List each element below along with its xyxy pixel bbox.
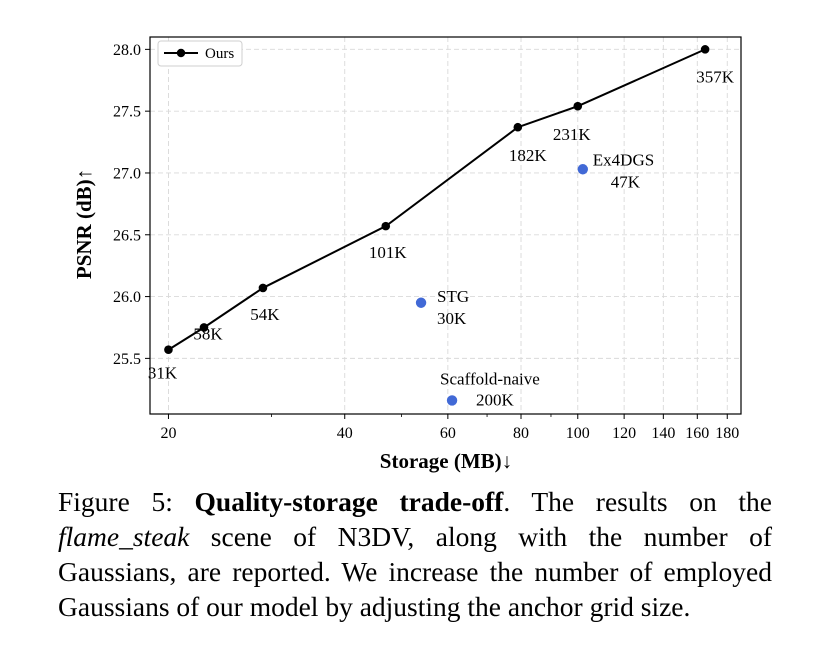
y-axis-label: PSNR (dB)↑ <box>72 169 96 279</box>
data-point-ours <box>700 45 710 54</box>
caption-part2: scene of N3DV, along with the number of … <box>58 521 772 622</box>
baseline-point <box>577 164 589 175</box>
baseline-point <box>446 395 458 406</box>
caption-part1: . The results on the <box>503 486 772 517</box>
grid-lines <box>150 37 741 414</box>
baseline-name-label: STG <box>437 287 469 306</box>
x-tick-label: 140 <box>651 425 675 442</box>
y-tick-label: 27.5 <box>113 104 141 121</box>
x-tick-label: 120 <box>612 425 636 442</box>
data-label-ours: 231K <box>553 125 592 144</box>
data-label-ours: 58K <box>193 324 223 343</box>
baseline-name-label: Ex4DGS <box>593 150 654 169</box>
data-point-ours <box>573 101 583 111</box>
y-tick-label: 25.5 <box>113 351 141 368</box>
data-label-ours: 357K <box>696 67 735 86</box>
y-tick-label: 28.0 <box>113 42 141 59</box>
baseline-point <box>415 297 427 308</box>
baseline-points: Ex4DGS 47K STG 30K Scaffold-naive 200K <box>415 150 654 409</box>
baseline-count-label: 30K <box>437 309 467 328</box>
y-tick-label: 26.0 <box>113 289 141 306</box>
x-tick-label: 160 <box>685 425 709 442</box>
x-tick-label: 40 <box>337 425 353 442</box>
data-label-ours: 31K <box>148 364 178 383</box>
data-label-ours: 54K <box>250 305 280 324</box>
caption-prefix: Figure 5: <box>58 486 195 517</box>
x-tick-label: 180 <box>715 425 739 442</box>
data-label-ours: 101K <box>369 243 408 262</box>
legend-box <box>157 40 243 67</box>
axis-ticks: 20 40 60 80 100 120 140 160 180 25.5 26.0 26.5 27.0 2… <box>113 42 739 442</box>
x-tick-label: 60 <box>440 425 456 442</box>
baseline-count-label: 200K <box>476 390 515 409</box>
data-point-ours <box>199 323 209 332</box>
baseline-count-label: 47K <box>611 172 641 191</box>
legend-marker <box>176 48 186 58</box>
chart: 20 40 60 80 100 120 140 160 180 25.5 26.0 26.5 27.0 2… <box>72 36 742 473</box>
x-tick-label: 80 <box>513 425 529 442</box>
caption-bold: Quality-storage trade-off <box>194 486 504 517</box>
data-point-ours <box>164 345 173 355</box>
baseline-name-label: Scaffold-naive <box>440 369 540 388</box>
caption-italic: flame_steak <box>58 521 190 552</box>
y-tick-label: 26.5 <box>113 227 141 244</box>
data-point-ours <box>513 122 523 132</box>
legend-label: Ours <box>205 46 234 62</box>
y-tick-label: 27.0 <box>113 165 141 182</box>
legend: Ours <box>157 40 243 67</box>
data-point-ours <box>381 221 391 231</box>
data-label-ours: 182K <box>509 146 548 165</box>
data-point-ours <box>258 283 268 293</box>
series-ours: 31K 58K 54K 101K 182K 231K 357K <box>148 45 735 383</box>
plot-frame <box>149 36 742 415</box>
x-tick-label: 20 <box>160 425 176 442</box>
x-tick-label: 100 <box>566 425 590 442</box>
x-axis-label: Storage (MB)↓ <box>380 449 512 473</box>
figure-caption: Figure 5: Quality-storage trade-off. The… <box>58 484 772 624</box>
